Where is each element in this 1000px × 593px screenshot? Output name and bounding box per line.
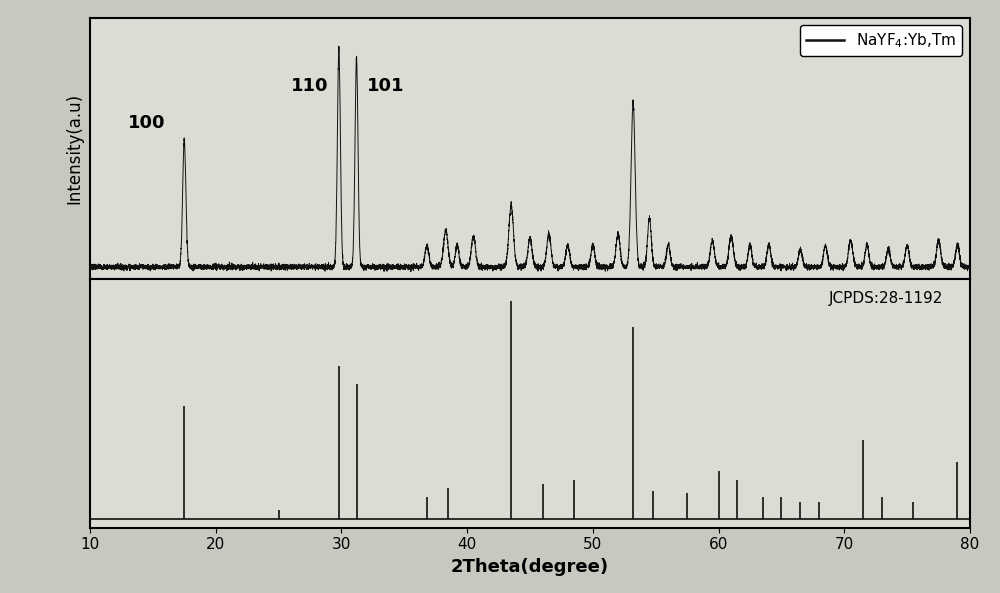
Text: 100: 100 bbox=[128, 114, 165, 132]
Text: 110: 110 bbox=[291, 76, 329, 95]
X-axis label: 2Theta(degree): 2Theta(degree) bbox=[451, 558, 609, 576]
Text: 101: 101 bbox=[367, 76, 404, 95]
Y-axis label: Intensity(a.u): Intensity(a.u) bbox=[65, 93, 83, 204]
Legend: NaYF$_4$:Yb,Tm: NaYF$_4$:Yb,Tm bbox=[800, 25, 962, 56]
Text: JCPDS:28-1192: JCPDS:28-1192 bbox=[829, 291, 944, 307]
